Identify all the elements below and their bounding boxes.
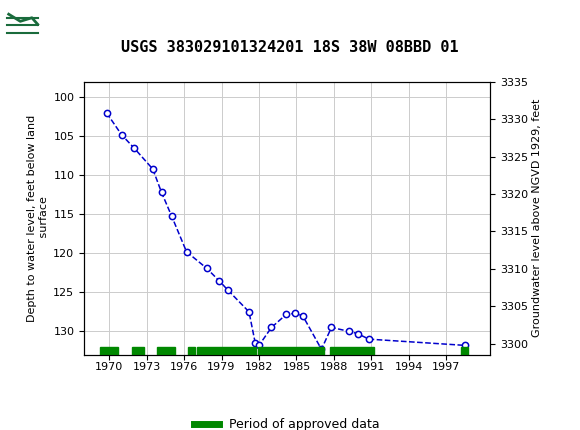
- Y-axis label: Depth to water level, feet below land
 surface: Depth to water level, feet below land su…: [27, 115, 49, 322]
- Text: USGS 383029101324201 18S 38W 08BBD 01: USGS 383029101324201 18S 38W 08BBD 01: [121, 40, 459, 55]
- Bar: [461, 347, 467, 355]
- Legend: Period of approved data: Period of approved data: [189, 413, 385, 430]
- Bar: [330, 347, 374, 355]
- Text: USGS: USGS: [78, 16, 138, 35]
- Bar: [132, 347, 144, 355]
- Bar: [5, 5, 68, 46]
- Bar: [258, 347, 324, 355]
- Bar: [100, 347, 118, 355]
- Bar: [197, 347, 256, 355]
- Y-axis label: Groundwater level above NGVD 1929, feet: Groundwater level above NGVD 1929, feet: [532, 99, 542, 338]
- Bar: [188, 347, 195, 355]
- Bar: [157, 347, 175, 355]
